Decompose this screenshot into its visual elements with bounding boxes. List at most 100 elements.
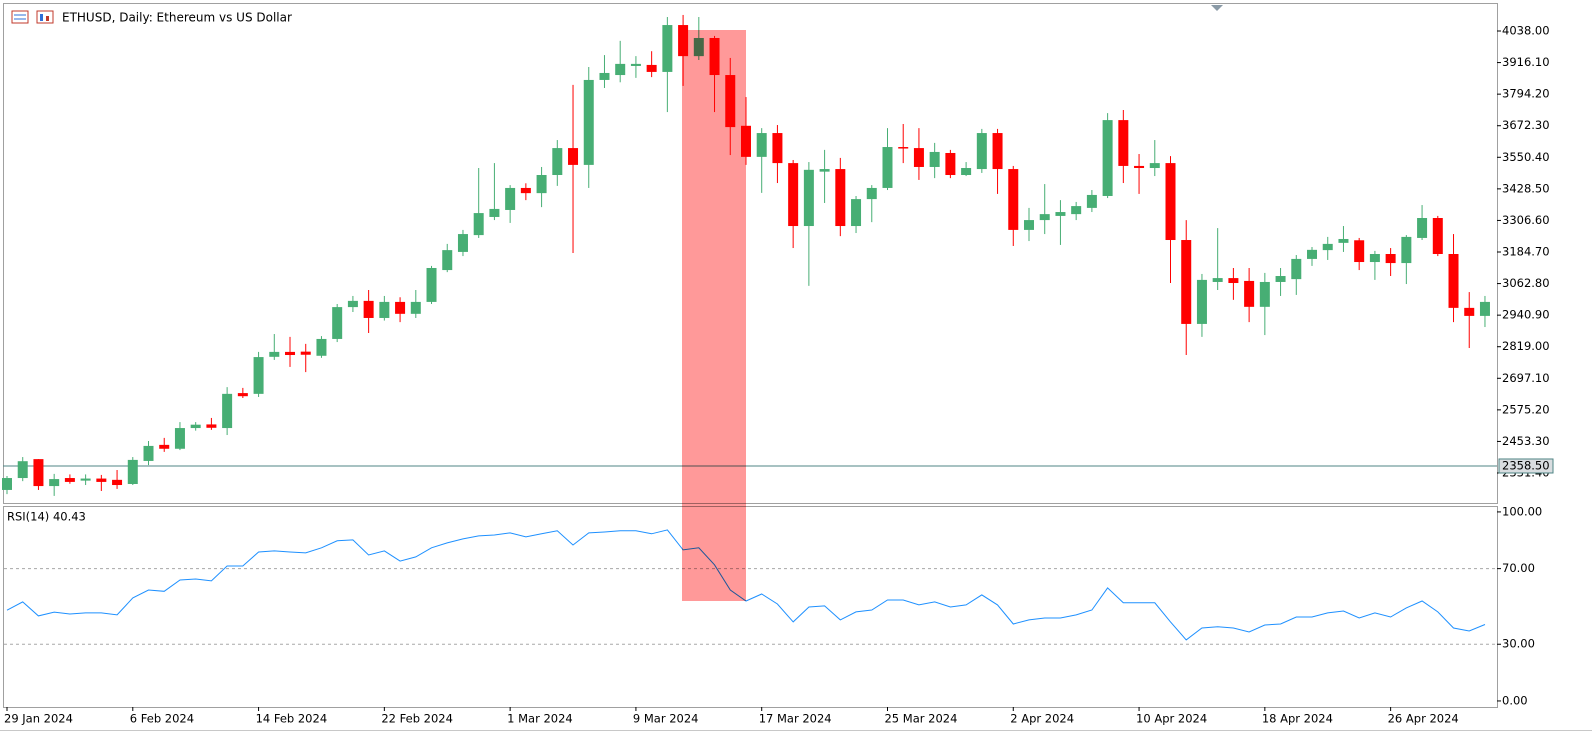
candle-body — [1055, 212, 1066, 216]
candle-body — [222, 393, 233, 429]
candle-body — [159, 444, 170, 449]
x-tick-label: 14 Feb 2024 — [256, 712, 328, 726]
y-tick-label: 3062.80 — [1502, 276, 1550, 290]
candle-body — [253, 357, 264, 394]
candle-body — [143, 445, 154, 461]
y-tick-label: 3428.50 — [1502, 181, 1550, 195]
label-layer: ETHUSD, Daily: Ethereum vs US Dollar RSI… — [4, 11, 1554, 726]
candle-body — [1464, 307, 1475, 316]
candle-body — [1354, 240, 1365, 263]
candle-body — [1134, 165, 1145, 169]
x-tick-label: 1 Mar 2024 — [507, 712, 573, 726]
candle-body — [1385, 254, 1396, 264]
candle-body — [457, 234, 468, 252]
chart-icons — [11, 10, 54, 24]
candle-body — [913, 148, 924, 167]
y-tick-label: 2697.10 — [1502, 371, 1550, 385]
candle-body — [1291, 258, 1302, 280]
rsi-panel-frame — [3, 506, 1498, 708]
candle-body — [520, 187, 531, 194]
y-tick-label: 2575.20 — [1502, 402, 1550, 416]
candle-body — [442, 250, 453, 271]
x-tick-label: 18 Apr 2024 — [1262, 712, 1333, 726]
candle-body — [489, 208, 500, 217]
candle-body — [568, 148, 579, 165]
candle-body — [1181, 240, 1192, 324]
icon-list — [11, 10, 29, 24]
candle-body — [1275, 276, 1286, 282]
x-tick-label: 22 Feb 2024 — [381, 712, 453, 726]
candle-body — [1401, 236, 1412, 264]
candle-body — [17, 461, 28, 479]
y-tick-label: 0.00 — [1502, 693, 1528, 707]
x-tick-label: 17 Mar 2024 — [759, 712, 832, 726]
candle-body — [976, 133, 987, 170]
candle-body — [1479, 301, 1490, 316]
candle-body — [363, 300, 374, 318]
y-tick-label: 2940.90 — [1502, 308, 1550, 322]
candle-body — [1118, 120, 1129, 166]
candle-body — [237, 393, 248, 397]
candle-body — [127, 459, 138, 484]
candle-body — [835, 169, 846, 227]
candle-body — [190, 424, 201, 429]
candle-body — [851, 199, 862, 227]
rsi-legend: RSI(14) 40.43 — [7, 510, 86, 524]
x-tick-label: 2 Apr 2024 — [1010, 712, 1074, 726]
y-tick-label: 3306.60 — [1502, 213, 1550, 227]
candle-body — [505, 187, 516, 210]
y-tick-label: 3916.10 — [1502, 55, 1550, 69]
candle-body — [316, 338, 327, 356]
x-tick-label: 10 Apr 2024 — [1136, 712, 1207, 726]
candle-body — [866, 187, 877, 200]
candle-body — [992, 133, 1003, 170]
candle-body — [1039, 214, 1050, 221]
y-tick-label: 2453.30 — [1502, 434, 1550, 448]
candle-body — [898, 147, 909, 149]
candle-body — [49, 479, 60, 487]
candle-body — [882, 147, 893, 188]
candle-body — [630, 63, 641, 66]
y-tick-label: 100.00 — [1502, 504, 1542, 518]
candle-body — [1008, 169, 1019, 230]
candle-body — [1448, 254, 1459, 308]
candle-body — [269, 351, 280, 357]
x-tick-label: 26 Apr 2024 — [1388, 712, 1459, 726]
y-tick-label: 30.00 — [1502, 637, 1535, 651]
candle-body — [961, 168, 972, 176]
price-line-label: 2358.50 — [1502, 458, 1550, 472]
candle-body — [33, 459, 44, 487]
candle-body — [1023, 220, 1034, 230]
candle-body — [583, 79, 594, 165]
candle-body — [1322, 243, 1333, 251]
candle-body — [2, 478, 12, 490]
candle-body — [473, 213, 484, 236]
x-tick-label: 9 Mar 2024 — [633, 712, 699, 726]
candle-body — [1432, 217, 1443, 254]
candle-body — [395, 301, 406, 314]
candle-body — [599, 72, 610, 80]
candle-body — [379, 301, 390, 318]
y-tick-label: 3184.70 — [1502, 245, 1550, 259]
candle-body — [536, 175, 547, 194]
icon-bars — [36, 10, 54, 24]
candle-body — [1338, 238, 1349, 243]
y-tick-label: 2819.00 — [1502, 339, 1550, 353]
candle-body — [929, 151, 940, 167]
candle-body — [1165, 163, 1176, 241]
candle-body — [1086, 194, 1097, 208]
candle-body — [1369, 254, 1380, 263]
candle-body — [410, 301, 421, 314]
candle-body — [662, 25, 673, 72]
candle-body — [788, 163, 799, 227]
x-tick-label: 6 Feb 2024 — [130, 712, 194, 726]
price-line-label-box — [1498, 458, 1554, 474]
highlight-zone — [682, 30, 746, 601]
candle-body — [174, 428, 185, 449]
candle-body — [1259, 281, 1270, 307]
candle-body — [803, 169, 814, 227]
candle-body — [206, 424, 217, 428]
candle-body — [1102, 120, 1113, 196]
y-tick-label: 4038.00 — [1502, 24, 1550, 38]
